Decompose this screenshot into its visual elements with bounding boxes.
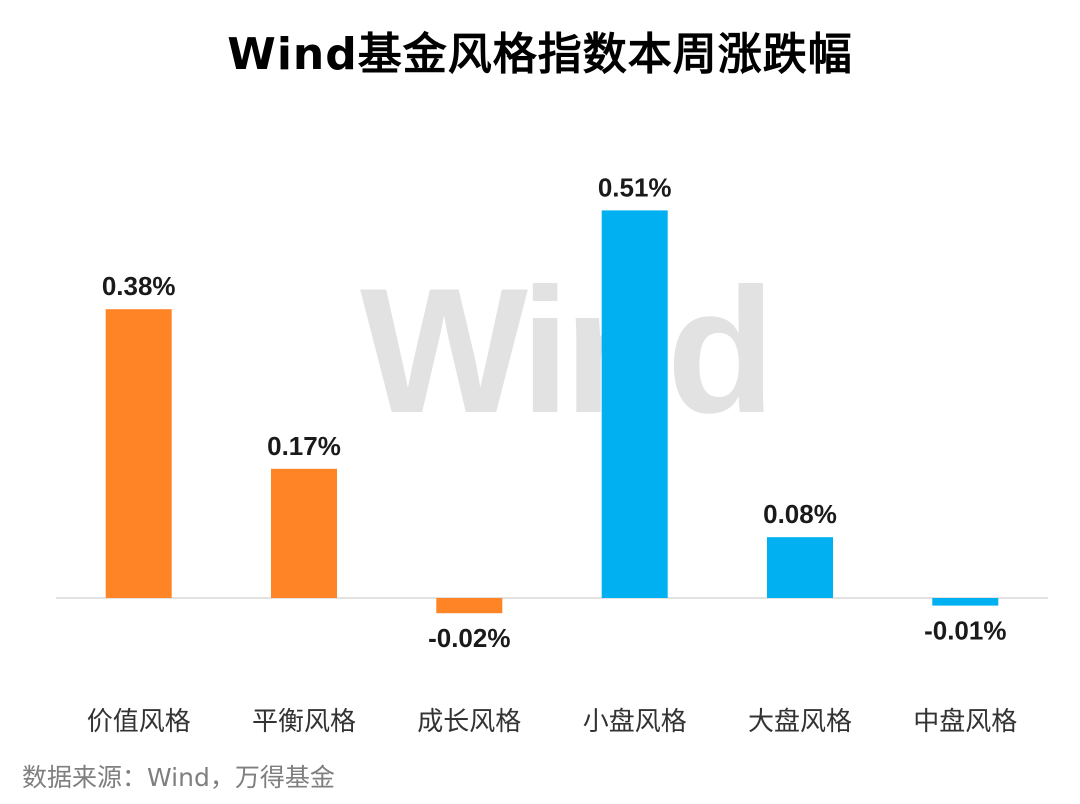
category-label-6: 中盘风格: [913, 707, 1017, 737]
watermark-logo: Wind: [360, 251, 775, 450]
data-label-5: 0.08%: [763, 499, 837, 529]
bar-2: [271, 468, 337, 598]
bar-4: [601, 210, 668, 598]
bar-5: [767, 537, 833, 598]
bar-6: [932, 598, 999, 606]
bar-3: [436, 598, 503, 614]
data-label-6: -0.01%: [924, 616, 1006, 646]
chart-title: Wind基金风格指数本周涨跌幅: [227, 29, 853, 80]
bars-layer: [105, 210, 999, 614]
category-label-4: 小盘风格: [583, 707, 687, 737]
data-label-4: 0.51%: [598, 172, 672, 202]
category-labels-layer: 价值风格 平衡风格 成长风格 小盘风格 大盘风格 中盘风格: [87, 707, 1018, 737]
data-labels-layer: 0.38% 0.17% -0.02% 0.51% 0.08% -0.01%: [102, 172, 1007, 653]
category-label-2: 平衡风格: [252, 707, 356, 737]
data-label-2: 0.17%: [267, 431, 341, 461]
category-label-3: 成长风格: [417, 707, 521, 737]
category-label-1: 价值风格: [87, 707, 191, 737]
category-label-5: 大盘风格: [748, 707, 852, 737]
data-label-3: -0.02%: [428, 623, 510, 653]
data-label-1: 0.38%: [102, 271, 176, 301]
bar-1: [105, 309, 172, 598]
source-note: 数据来源：Wind，万得基金: [22, 763, 335, 792]
